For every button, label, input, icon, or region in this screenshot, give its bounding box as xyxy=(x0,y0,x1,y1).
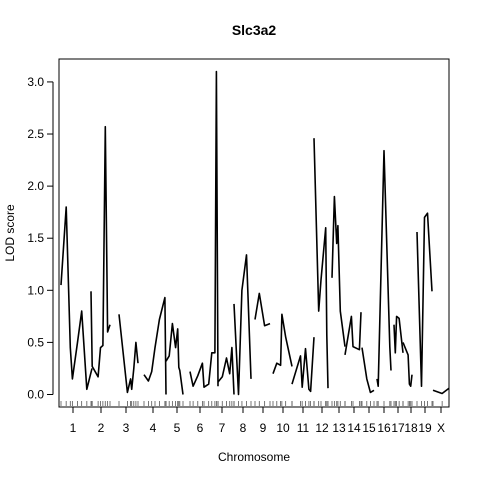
x-tick-label: X xyxy=(437,421,445,435)
chromosome-5-curve xyxy=(165,322,184,395)
x-tick-label: 11 xyxy=(297,421,310,435)
plot-frame xyxy=(58,58,450,408)
x-tick-label: 2 xyxy=(98,421,105,435)
y-tick-label: 2.0 xyxy=(27,179,44,193)
x-tick-label: 18 xyxy=(404,421,418,435)
chromosome-6-curve xyxy=(189,70,219,388)
y-tick-label: 0.5 xyxy=(27,335,44,349)
chromosome-9-curve xyxy=(254,292,271,327)
chromosome-2-curve xyxy=(90,125,111,378)
x-tick-label: 15 xyxy=(362,421,376,435)
x-tick-label: 3 xyxy=(123,421,130,435)
chromosome-19-curve xyxy=(416,212,433,387)
chromosome-10-curve xyxy=(272,313,293,374)
x-tick-label: 14 xyxy=(347,421,361,435)
x-tick-label: 6 xyxy=(197,421,204,435)
y-tick-label: 1.0 xyxy=(27,283,44,297)
x-tick-label: 16 xyxy=(377,421,391,435)
chromosome-X-curve xyxy=(432,387,450,395)
y-tick-label: 1.5 xyxy=(27,231,44,245)
chromosome-8-curve xyxy=(233,254,252,396)
x-tick-label: 19 xyxy=(418,421,432,435)
chromosome-15-curve xyxy=(361,347,375,394)
chromosome-13-curve xyxy=(331,195,346,347)
y-axis: 0.0 0.5 1.0 1.5 2.0 2.5 3.0 xyxy=(27,75,54,401)
x-axis: 1 2 3 4 5 6 7 8 9 10 11 12 13 14 15 16 17 18 19 X xyxy=(70,407,445,435)
x-tick-label: 10 xyxy=(276,421,290,435)
chromosome-14-curve xyxy=(344,312,362,356)
x-tick-label: 8 xyxy=(240,421,247,435)
chromosome-3-curve xyxy=(118,314,139,394)
chromosome-18-curve xyxy=(402,342,413,387)
y-tick-label: 3.0 xyxy=(27,75,44,89)
x-tick-label: 7 xyxy=(219,421,226,435)
x-tick-label: 5 xyxy=(174,421,181,435)
chromosome-11-curve xyxy=(291,337,315,393)
x-tick-label: 1 xyxy=(70,421,77,435)
chromosome-16-curve xyxy=(376,149,392,387)
y-tick-label: 0.0 xyxy=(27,387,44,401)
chromosome-12-curve xyxy=(313,138,329,389)
marker-rug xyxy=(60,401,450,406)
x-tick-label: 4 xyxy=(150,421,157,435)
chart-title: Slc3a2 xyxy=(232,22,277,38)
x-tick-label: 13 xyxy=(332,421,346,435)
chromosome-1-curve xyxy=(60,206,93,391)
y-axis-label: LOD score xyxy=(3,204,17,262)
x-axis-label: Chromosome xyxy=(218,450,290,464)
chromosome-7-curve xyxy=(217,346,235,395)
x-tick-label: 12 xyxy=(315,421,329,435)
chromosome-4-curve xyxy=(143,296,167,395)
chromosome-17-curve xyxy=(393,315,404,354)
x-tick-label: 9 xyxy=(260,421,267,435)
y-tick-label: 2.5 xyxy=(27,127,44,141)
x-tick-label: 17 xyxy=(391,421,405,435)
lod-curves xyxy=(60,70,450,396)
